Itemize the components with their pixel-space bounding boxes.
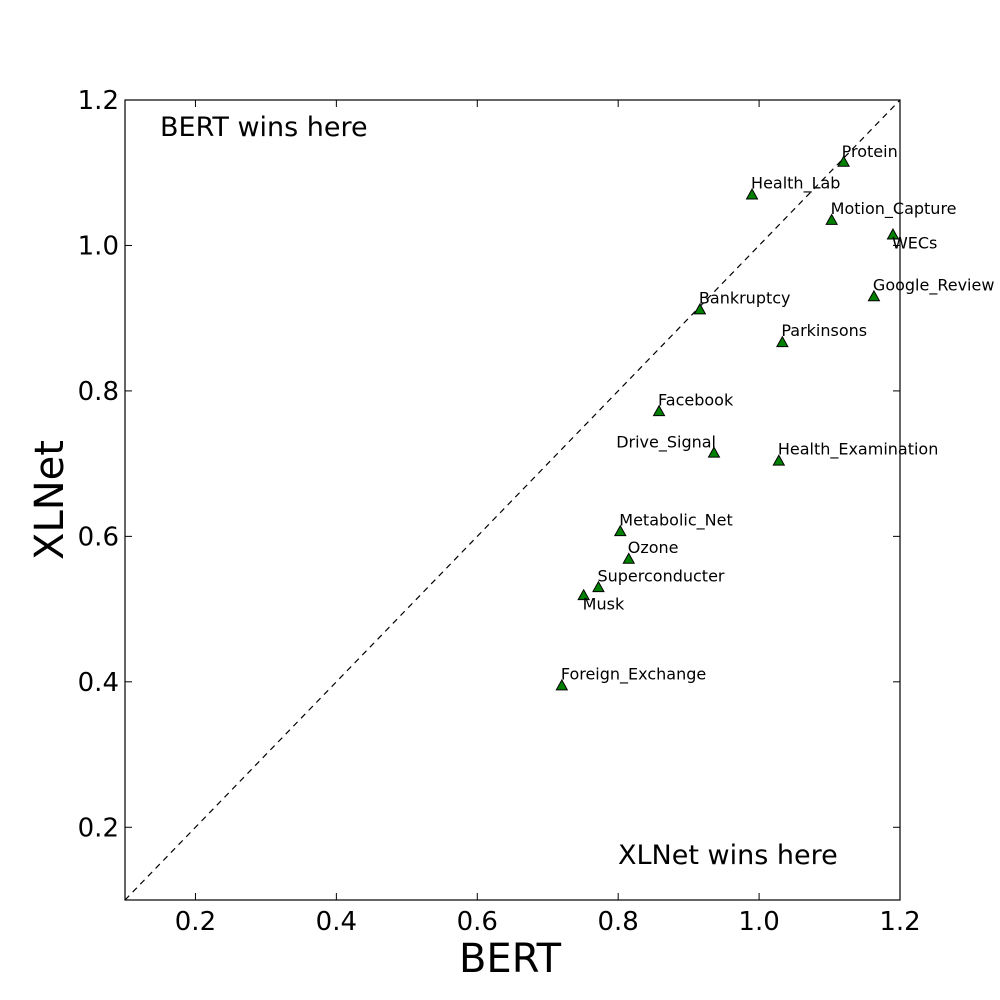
data-point-label: Ozone xyxy=(628,538,679,557)
data-point-label: Parkinsons xyxy=(781,321,867,340)
plot-frame xyxy=(124,99,901,901)
data-point-label: Superconducter xyxy=(597,566,724,585)
x-tick-label: 0.2 xyxy=(175,907,216,937)
y-tick-label: 0.6 xyxy=(78,522,119,552)
data-point-marker xyxy=(825,213,839,225)
data-point-label: Facebook xyxy=(658,390,734,409)
y-tick-label: 0.4 xyxy=(78,668,119,698)
x-tick-label: 0.8 xyxy=(598,907,639,937)
x-axis-title: BERT xyxy=(459,936,562,982)
data-point-label: Protein xyxy=(842,142,898,161)
data-point-marker xyxy=(707,446,721,458)
y-axis-title: XLNet xyxy=(27,440,73,560)
data-point-marker xyxy=(622,552,636,564)
data-point-marker xyxy=(555,678,569,691)
data-point-marker xyxy=(745,188,759,200)
bert-wins-annotation: BERT wins here xyxy=(160,112,368,143)
data-point-marker xyxy=(867,289,881,302)
data-point-label: Drive_Signal xyxy=(616,433,716,453)
data-point-label: Musk xyxy=(583,594,625,613)
x-tick-label: 0.6 xyxy=(457,907,498,937)
y-tick-label: 0.2 xyxy=(78,813,119,843)
data-point-marker xyxy=(613,524,627,537)
data-point-marker xyxy=(652,404,666,417)
reference-line-group xyxy=(124,99,901,901)
x-tick-label: 1.2 xyxy=(879,907,920,937)
data-point-marker xyxy=(886,228,900,240)
xlnet-wins-annotation: XLNet wins here xyxy=(618,840,838,871)
data-point-label: Foreign_Exchange xyxy=(561,664,706,684)
data-point-marker xyxy=(772,454,786,466)
data-point-label: WECs xyxy=(892,234,937,253)
y-tick-label: 1.0 xyxy=(78,231,119,261)
data-point-label: Metabolic_Net xyxy=(619,510,732,530)
data-point-label: Motion_Capture xyxy=(831,199,957,219)
data-points-group xyxy=(555,155,900,691)
x-tick-label: 1.0 xyxy=(738,907,779,937)
data-point-marker xyxy=(775,335,789,348)
data-point-label: Bankruptcy xyxy=(699,288,791,307)
y-tick-label: 0.8 xyxy=(78,377,119,407)
data-point-marker xyxy=(837,155,850,167)
axis-ticks-group: 0.2 0.4 0.6 0.8 1.0 1.2 0.2 0.4 0.6 0.8 1.0 1.2 xyxy=(78,86,921,937)
x-tick-label: 0.4 xyxy=(316,907,357,937)
data-point-marker xyxy=(577,588,591,601)
diagonal-reference-line xyxy=(124,99,901,901)
y-tick-label: 1.2 xyxy=(78,86,119,116)
data-point-label: Google_Review xyxy=(873,275,995,295)
data-point-marker xyxy=(592,580,605,593)
data-point-marker xyxy=(693,302,707,315)
data-point-label: Health_Lab xyxy=(751,174,840,194)
data-point-label: Health_Examination xyxy=(778,440,939,460)
